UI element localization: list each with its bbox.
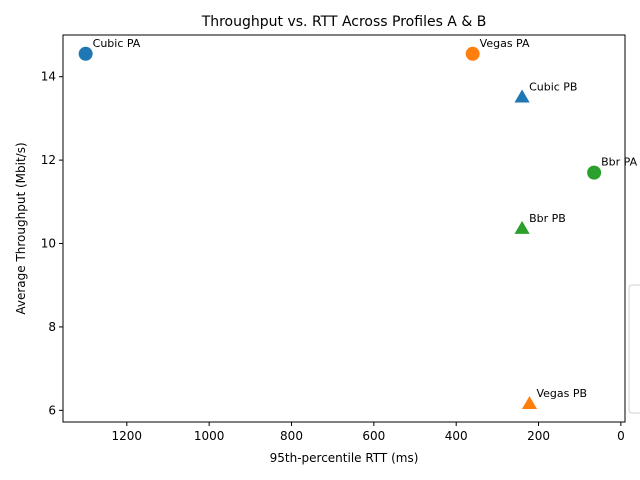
point-label: Vegas PA xyxy=(480,37,530,50)
y-axis: 6 8 10 12 14 xyxy=(41,70,63,417)
circle-marker xyxy=(465,46,480,61)
x-tick-label: 0 xyxy=(617,429,625,443)
circle-marker xyxy=(587,165,602,180)
x-tick-label: 1000 xyxy=(194,429,225,443)
plot-area: 1200 1000 800 600 400 200 0 6 8 10 12 14 Cubic PA V… xyxy=(41,34,638,443)
x-tick-label: 600 xyxy=(362,429,385,443)
triangle-marker xyxy=(521,396,538,410)
x-axis: 1200 1000 800 600 400 200 0 xyxy=(112,422,625,443)
triangle-marker xyxy=(514,220,530,234)
data-points: Cubic PA Vegas PA Cubic PB Bbr PA Bbr PB Vega… xyxy=(78,37,638,410)
point-label: Bbr PB xyxy=(529,212,566,225)
circle-marker xyxy=(78,46,93,61)
point-label: Cubic PB xyxy=(529,81,577,94)
x-tick-label: 400 xyxy=(445,429,468,443)
point-label: Vegas PB xyxy=(536,387,587,400)
triangle-marker xyxy=(514,89,530,103)
y-tick-label: 6 xyxy=(48,403,56,417)
y-tick-label: 8 xyxy=(48,320,56,334)
x-axis-label: 95th-percentile RTT (ms) xyxy=(270,451,419,465)
y-tick-label: 12 xyxy=(41,153,56,167)
point-label: Bbr PA xyxy=(601,156,637,169)
point-label: Cubic PA xyxy=(93,37,141,50)
y-axis-label: Average Throughput (Mbit/s) xyxy=(14,142,28,314)
x-tick-label: 200 xyxy=(527,429,550,443)
chart-title: Throughput vs. RTT Across Profiles A & B xyxy=(201,14,487,30)
y-tick-label: 14 xyxy=(41,70,56,84)
legend-box xyxy=(628,284,640,414)
plot-frame xyxy=(62,34,626,423)
x-tick-label: 1200 xyxy=(112,429,143,443)
x-tick-label: 800 xyxy=(280,429,303,443)
y-tick-label: 10 xyxy=(41,237,56,251)
